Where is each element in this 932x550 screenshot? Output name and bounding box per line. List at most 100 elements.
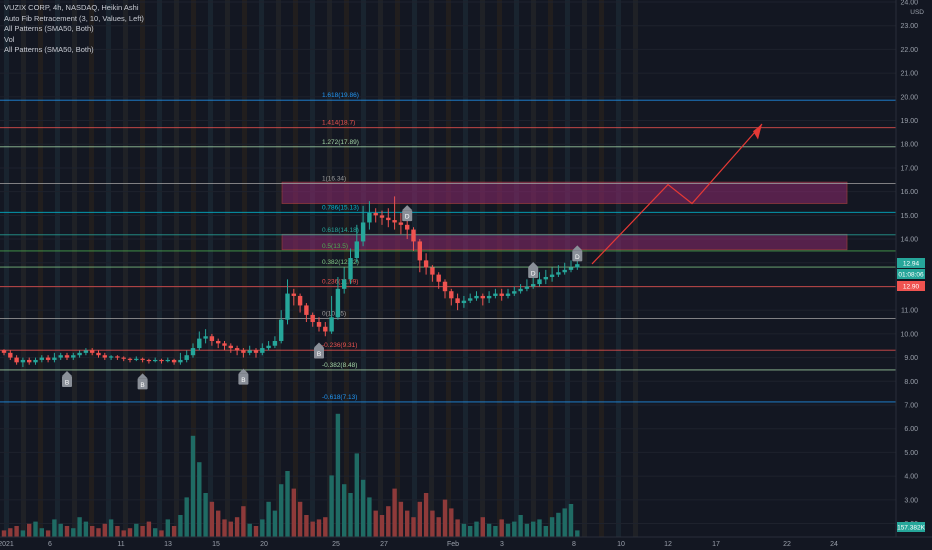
- x-tick-label: 22: [783, 541, 791, 548]
- fib-label: 0.382(12.82): [322, 259, 359, 266]
- volume-bar: [77, 517, 82, 537]
- session-band: [633, 0, 638, 537]
- fib-label: 1.272(17.89): [322, 139, 359, 146]
- candle-body: [203, 336, 208, 339]
- volume-bar: [568, 504, 574, 537]
- candle-body: [524, 286, 530, 289]
- candle-body: [241, 350, 246, 353]
- candle-body: [39, 357, 44, 360]
- candle-body: [493, 293, 498, 296]
- candle-body: [417, 241, 422, 261]
- candle-body: [342, 279, 347, 289]
- price-tags: 12.94 01:08:06 12.90 157.382K: [897, 258, 926, 532]
- pattern-box: [314, 347, 324, 359]
- fib-label: 0.618(14.18): [322, 227, 359, 234]
- y-tick-label: 16.00: [900, 189, 918, 196]
- indicator-patterns-2[interactable]: All Patterns (SMA50, Both): [4, 45, 94, 54]
- symbol-title[interactable]: VUZIX CORP, 4h, NASDAQ, Heikin Ashi: [4, 3, 139, 12]
- session-band: [548, 0, 553, 537]
- pattern-labels: B B B B D D D: [62, 205, 583, 390]
- volume-bar: [449, 508, 454, 537]
- session-band: [106, 0, 111, 537]
- volume-bar: [96, 528, 101, 537]
- candle-body: [348, 258, 353, 280]
- y-tick-label: 15.00: [900, 213, 918, 220]
- volume-bar: [379, 515, 385, 537]
- candle-body: [474, 295, 479, 299]
- volume-bar: [411, 517, 416, 537]
- volume-bar: [266, 501, 271, 537]
- session-band: [378, 0, 383, 537]
- candle-body: [253, 350, 259, 353]
- candle-body: [127, 358, 133, 360]
- time-axis[interactable]: 2021 6 11 13 15 20 25 27 Feb 3 8 10 12 17 22 24: [0, 536, 932, 548]
- volume-bar: [562, 508, 567, 537]
- indicator-patterns-1[interactable]: All Patterns (SMA50, Both): [4, 24, 94, 33]
- price-tag-bg: [897, 258, 925, 268]
- fib-label: -0.236(9.31): [322, 342, 357, 349]
- price-tag: 01:08:06: [897, 269, 925, 279]
- candle-body: [405, 224, 410, 230]
- volume-bar: [342, 484, 347, 537]
- pattern-letter: D: [575, 254, 580, 261]
- volume-bar: [52, 519, 57, 537]
- x-tick-label: Feb: [447, 541, 459, 548]
- indicator-volume[interactable]: Vol: [4, 34, 15, 44]
- y-tick-label: 6.00: [904, 426, 918, 433]
- x-tick-label: 12: [664, 541, 672, 548]
- pattern-arrow: [62, 370, 72, 376]
- volume-bar: [260, 519, 265, 537]
- session-band: [140, 0, 145, 537]
- candle-body: [430, 267, 435, 275]
- candle-body: [386, 217, 391, 221]
- volume-bar: [480, 517, 485, 537]
- candle-body: [392, 220, 397, 223]
- pattern-marker: D: [572, 245, 583, 262]
- indicator-legend: VUZIX CORP, 4h, NASDAQ, Heikin Ashi Auto…: [4, 3, 144, 56]
- volume-bar: [247, 523, 252, 537]
- y-tick-label: 7.00: [904, 402, 918, 409]
- candle-body: [468, 298, 473, 301]
- candle-body: [90, 350, 95, 353]
- candle-body: [58, 355, 63, 358]
- x-tick-label: 6: [48, 541, 52, 548]
- fib-label: 0.786(15.13): [322, 204, 359, 211]
- session-band: [72, 0, 77, 537]
- volume-bar: [159, 530, 164, 537]
- y-tick-label: 5.00: [904, 450, 918, 457]
- y-tick-label: 9.00: [904, 355, 918, 362]
- volume-bar: [33, 521, 38, 537]
- session-band: [157, 0, 162, 537]
- y-tick-label: 24.00: [900, 0, 918, 7]
- pattern-letter: B: [140, 382, 144, 389]
- candle-body: [373, 212, 378, 216]
- session-band: [599, 0, 604, 537]
- x-tick-label: 3: [500, 541, 504, 548]
- volume-bar: [222, 519, 227, 537]
- candle-body: [52, 357, 57, 360]
- candle-body: [234, 348, 240, 351]
- fib-label: 1(16.34): [322, 176, 346, 183]
- candle-body: [83, 350, 89, 353]
- volume-bar: [556, 512, 561, 537]
- x-tick-label: 27: [380, 541, 388, 548]
- volume-bar: [505, 523, 511, 537]
- volume-bar: [386, 506, 391, 537]
- candle-body: [304, 305, 309, 315]
- session-band: [38, 0, 43, 537]
- indicator-fib[interactable]: Auto Fib Retracement (3, 10, Values, Lef…: [4, 13, 144, 23]
- volume-bar: [253, 526, 259, 537]
- volume-bar: [45, 530, 51, 537]
- volume-bar: [354, 453, 359, 537]
- volume-bar: [285, 471, 290, 537]
- candle-body: [285, 293, 290, 320]
- volume-bar: [398, 501, 404, 537]
- pattern-letter: B: [65, 379, 69, 386]
- volume-bar: [518, 515, 523, 537]
- fib-label: 1.618(19.86): [322, 92, 359, 99]
- fib-label: -0.382(8.48): [322, 362, 357, 369]
- zone-rect: [281, 233, 848, 251]
- candle-body: [461, 300, 467, 304]
- candle-body: [512, 291, 517, 294]
